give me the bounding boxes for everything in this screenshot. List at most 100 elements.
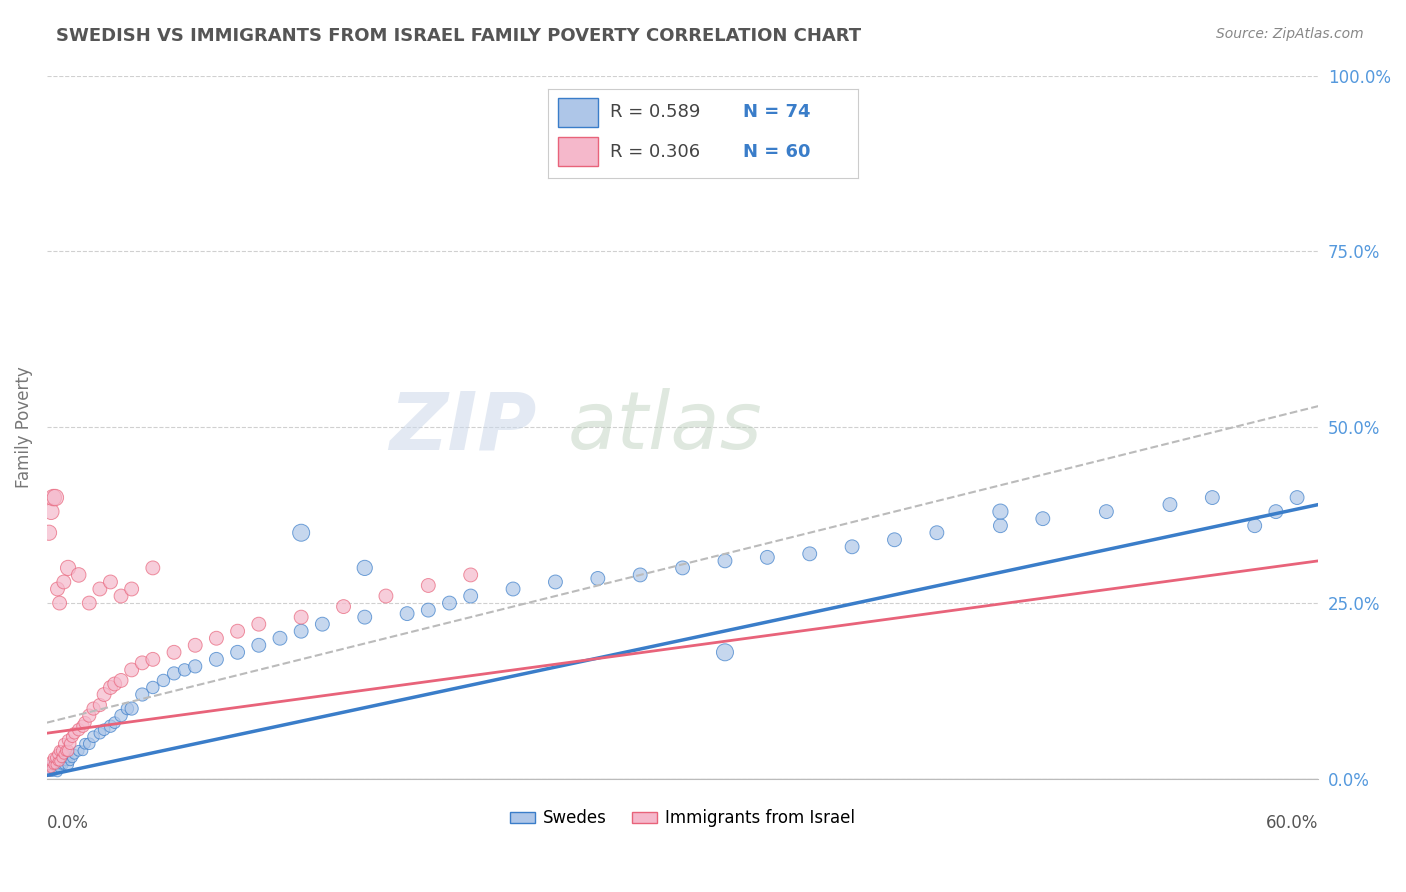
- Point: [63, 726, 86, 740]
- Point: [89, 582, 111, 596]
- Point: [131, 688, 153, 702]
- Point: [100, 719, 122, 733]
- Point: [42, 757, 65, 772]
- Point: [39, 761, 62, 775]
- Point: [48, 755, 70, 769]
- Point: [671, 561, 693, 575]
- Point: [799, 547, 821, 561]
- Point: [39, 505, 62, 519]
- Point: [55, 747, 77, 762]
- Point: [205, 652, 228, 666]
- Point: [39, 755, 62, 769]
- Point: [439, 596, 461, 610]
- Point: [38, 764, 60, 779]
- Point: [121, 663, 143, 677]
- Point: [418, 578, 440, 592]
- Point: [205, 632, 228, 646]
- Point: [42, 764, 65, 779]
- Point: [353, 561, 375, 575]
- Point: [117, 701, 139, 715]
- Point: [59, 737, 82, 751]
- Point: [48, 744, 70, 758]
- Point: [73, 715, 96, 730]
- Point: [332, 599, 354, 614]
- Point: [93, 688, 115, 702]
- Point: [374, 589, 396, 603]
- Point: [502, 582, 524, 596]
- Point: [152, 673, 174, 688]
- Point: [38, 757, 60, 772]
- Point: [60, 730, 83, 744]
- Point: [55, 744, 77, 758]
- Point: [72, 744, 94, 758]
- Point: [100, 681, 122, 695]
- Point: [290, 624, 312, 639]
- Point: [51, 751, 73, 765]
- Point: [883, 533, 905, 547]
- Point: [52, 751, 75, 765]
- Point: [142, 681, 165, 695]
- Point: [110, 589, 132, 603]
- Point: [142, 561, 165, 575]
- Point: [56, 733, 79, 747]
- Point: [110, 673, 132, 688]
- Point: [48, 761, 70, 775]
- Point: [131, 656, 153, 670]
- Point: [46, 747, 69, 762]
- Point: [44, 761, 66, 775]
- Point: [42, 751, 65, 765]
- Point: [77, 596, 100, 610]
- Point: [121, 582, 143, 596]
- Point: [418, 603, 440, 617]
- Point: [59, 755, 82, 769]
- Point: [247, 638, 270, 652]
- Point: [290, 610, 312, 624]
- Point: [44, 491, 66, 505]
- Point: [841, 540, 863, 554]
- Point: [42, 757, 65, 772]
- Point: [56, 757, 79, 772]
- Point: [173, 663, 195, 677]
- Point: [269, 632, 291, 646]
- Point: [586, 571, 609, 585]
- Point: [1201, 491, 1223, 505]
- Point: [46, 582, 69, 596]
- Text: R = 0.589: R = 0.589: [610, 103, 700, 121]
- Point: [52, 747, 75, 762]
- Point: [460, 589, 482, 603]
- Point: [51, 744, 73, 758]
- Point: [38, 764, 60, 779]
- Bar: [558, 137, 598, 166]
- Point: [83, 701, 105, 715]
- Point: [89, 726, 111, 740]
- Point: [55, 755, 77, 769]
- Point: [44, 757, 66, 772]
- Point: [48, 755, 70, 769]
- Point: [67, 723, 90, 737]
- Point: [39, 757, 62, 772]
- Point: [72, 719, 94, 733]
- Point: [56, 751, 79, 765]
- Point: [60, 751, 83, 765]
- Point: [93, 723, 115, 737]
- Point: [100, 574, 122, 589]
- Text: ZIP: ZIP: [389, 388, 536, 467]
- Point: [460, 568, 482, 582]
- Point: [67, 568, 90, 582]
- Point: [396, 607, 419, 621]
- Point: [110, 708, 132, 723]
- Point: [77, 737, 100, 751]
- Point: [39, 764, 62, 779]
- Point: [104, 677, 127, 691]
- Point: [52, 737, 75, 751]
- Legend: Swedes, Immigrants from Israel: Swedes, Immigrants from Israel: [503, 803, 862, 834]
- Point: [46, 755, 69, 769]
- Text: N = 74: N = 74: [744, 103, 811, 121]
- Text: R = 0.306: R = 0.306: [610, 143, 700, 161]
- Point: [311, 617, 333, 632]
- Point: [226, 624, 249, 639]
- Point: [104, 715, 127, 730]
- Point: [184, 659, 207, 673]
- Point: [756, 550, 779, 565]
- Point: [51, 757, 73, 772]
